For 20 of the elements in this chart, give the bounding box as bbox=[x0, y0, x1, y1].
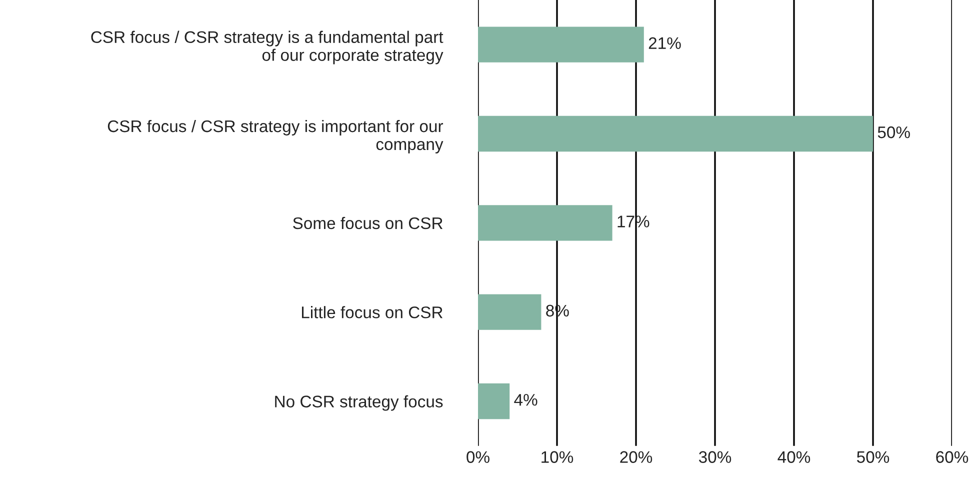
y-tick-label: Little focus on CSR bbox=[302, 306, 443, 318]
x-tick-label: 10% bbox=[542, 451, 574, 463]
data-label: 4% bbox=[514, 394, 538, 406]
x-tick-label: 40% bbox=[778, 451, 810, 463]
data-label: 50% bbox=[878, 126, 910, 138]
bar bbox=[478, 294, 542, 330]
data-label: 21% bbox=[648, 37, 681, 49]
bar bbox=[478, 205, 612, 241]
bar bbox=[478, 26, 644, 62]
y-tick-label: CSR focus / CSR strategy is important for our company bbox=[108, 120, 444, 154]
y-tick-label: CSR focus / CSR strategy is a fundamental part of our corporate strategy bbox=[91, 30, 444, 64]
bar bbox=[478, 383, 510, 420]
x-tick-label: 30% bbox=[698, 451, 732, 463]
x-tick-label: 0% bbox=[466, 451, 490, 463]
x-tick-label: 20% bbox=[620, 451, 652, 463]
y-tick-label: Some focus on CSR bbox=[293, 216, 443, 230]
x-tick-label: 50% bbox=[856, 451, 890, 463]
y-tick-label: No CSR strategy focus bbox=[275, 395, 443, 411]
x-tick-label: 60% bbox=[936, 451, 968, 463]
bar bbox=[478, 116, 873, 152]
